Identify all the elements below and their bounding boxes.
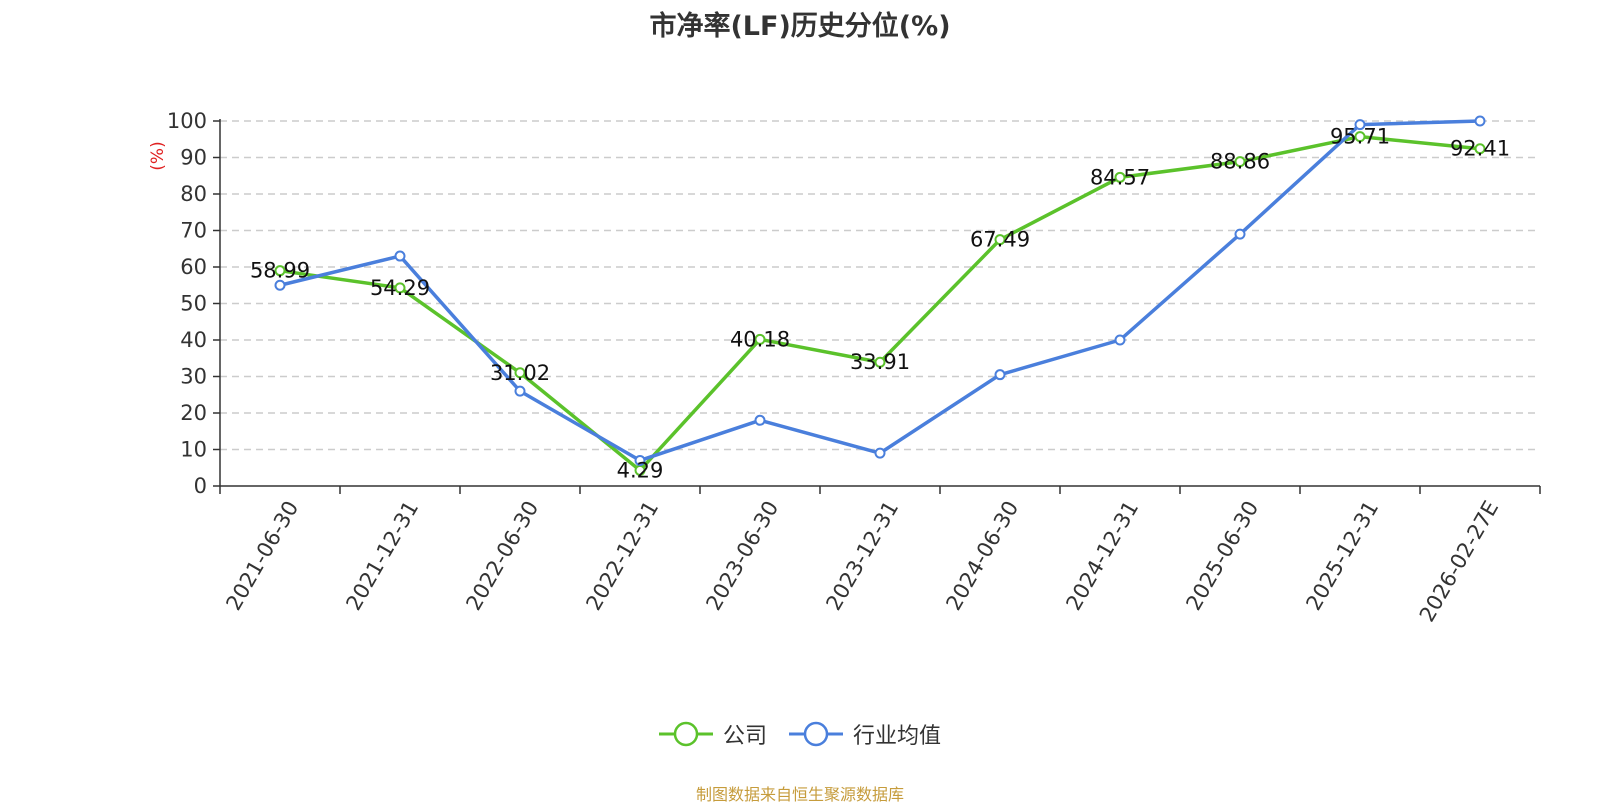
x-tick-label: 2024-06-30 (941, 497, 1023, 615)
y-tick-label: 0 (194, 474, 207, 498)
data-label-company: 92.41 (1450, 137, 1510, 161)
legend-company-icon (658, 721, 713, 747)
data-point-industry-avg[interactable] (274, 279, 286, 291)
axes: 0 10 20 30 40 50 60 70 80 90 100 (%) 2021-06-30 2021-… (148, 109, 1541, 626)
data-label-company: 67.49 (970, 228, 1030, 252)
chart-title: 市净率(LF)历史分位(%) (649, 11, 951, 42)
data-point-industry-avg[interactable] (1354, 119, 1366, 131)
y-tick-label: 30 (180, 365, 207, 389)
legend-label-company: 公司 (722, 724, 767, 749)
y-tick-label: 60 (180, 255, 207, 279)
data-label-company: 4.29 (617, 458, 664, 482)
x-tick-label: 2024-12-31 (1061, 497, 1143, 615)
data-point-industry-avg[interactable] (994, 369, 1006, 381)
x-tick-label: 2025-12-31 (1301, 497, 1383, 615)
series-layer (274, 115, 1486, 476)
y-tick-label: 50 (180, 292, 207, 316)
data-point-company[interactable] (874, 356, 886, 368)
data-point-industry-avg[interactable] (754, 414, 766, 426)
y-tick-label: 100 (167, 109, 207, 133)
y-tick-label: 70 (180, 219, 207, 243)
y-tick-label: 10 (180, 438, 207, 462)
data-label-company: 31.02 (490, 361, 550, 385)
data-point-company[interactable] (994, 234, 1006, 246)
x-tick-label: 2023-06-30 (701, 497, 783, 615)
data-point-company[interactable] (1234, 156, 1246, 168)
x-tick-label: 2026-02-27E (1415, 497, 1503, 626)
source-note: 制图数据来自恒生聚源数据库 (695, 785, 904, 804)
y-tick-label: 20 (180, 401, 207, 425)
data-point-company[interactable] (1354, 131, 1366, 143)
x-tick-label: 2021-06-30 (221, 497, 303, 615)
data-point-industry-avg[interactable] (1114, 334, 1126, 346)
data-point-company[interactable] (514, 367, 526, 379)
data-label-company: 88.86 (1210, 150, 1270, 174)
legend-item-company[interactable]: 公司 (658, 718, 767, 750)
series-line-industry-avg (279, 119, 1481, 463)
y-tick-label: 80 (180, 182, 207, 206)
x-tick-label: 2022-12-31 (581, 497, 663, 615)
data-point-company[interactable] (754, 333, 766, 345)
y-axis-label: (%) (148, 141, 168, 170)
data-label-company: 58.99 (250, 259, 310, 283)
data-point-company[interactable] (1474, 143, 1486, 155)
x-tick-label: 2023-12-31 (821, 497, 903, 615)
data-point-industry-avg[interactable] (634, 454, 646, 466)
grid-lines (220, 120, 1540, 451)
legend-industry-avg-icon (789, 721, 843, 747)
data-label-company: 84.57 (1090, 165, 1150, 189)
data-label-company: 54.29 (370, 276, 430, 300)
y-tick-label: 40 (180, 328, 207, 352)
x-tick-label: 2025-06-30 (1181, 497, 1263, 615)
x-tick-label: 2022-06-30 (461, 497, 543, 615)
data-point-industry-avg[interactable] (514, 385, 526, 397)
legend-label-industry-avg: 行业均值 (853, 724, 942, 749)
data-point-industry-avg[interactable] (874, 447, 886, 459)
data-point-company[interactable] (274, 265, 286, 277)
legend-item-industry-avg[interactable]: 行业均值 (789, 718, 941, 750)
legend: 公司 行业均值 (0, 718, 1600, 750)
y-tick-label: 90 (180, 146, 207, 170)
data-label-company: 95.71 (1330, 125, 1390, 149)
data-labels: 58.99 54.29 31.02 4.29 40.18 33.91 67.49 84.57 8… (250, 125, 1510, 483)
data-point-industry-avg[interactable] (1474, 115, 1486, 127)
x-tick-label: 2021-12-31 (341, 497, 423, 615)
data-point-company[interactable] (394, 282, 406, 294)
data-point-company[interactable] (1114, 171, 1126, 183)
data-point-industry-avg[interactable] (1234, 228, 1246, 240)
data-point-industry-avg[interactable] (394, 250, 406, 262)
data-label-company: 33.91 (850, 350, 910, 374)
data-label-company: 40.18 (730, 327, 790, 351)
